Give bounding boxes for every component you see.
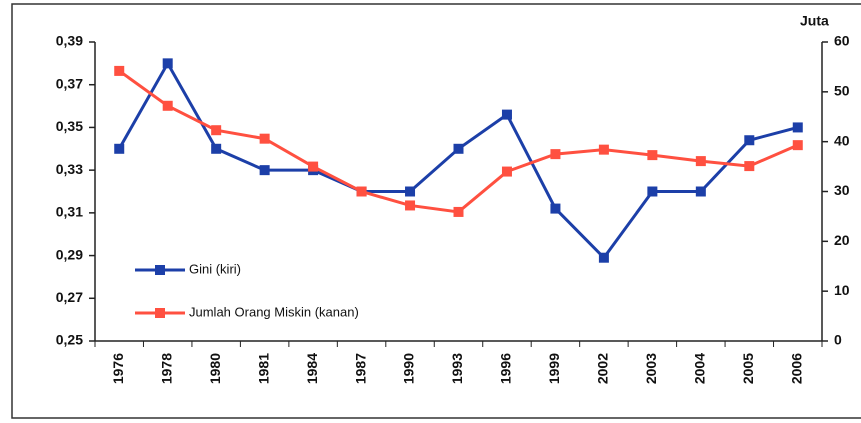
y-tick-label: 0,27 [56,289,83,305]
y2-tick-label: 40 [834,132,850,148]
series-marker [501,166,512,177]
y-tick-label: 0,37 [56,75,83,91]
y2-tick-label: 10 [834,282,850,298]
series-marker [695,186,706,197]
series-marker [308,161,319,172]
series-marker [744,135,755,146]
x-tick-label: 1999 [546,353,562,384]
series-marker [792,122,803,133]
y-tick-label: 0,33 [56,161,83,177]
series-marker [162,100,173,111]
series-marker [695,156,706,167]
y-tick-label: 0,29 [56,246,83,262]
series-marker [259,133,270,144]
series-marker [598,252,609,263]
x-tick-label: 1981 [255,353,271,384]
series-marker [550,149,561,160]
y-tick-label: 0,25 [56,332,83,348]
x-tick-label: 1980 [207,353,223,384]
x-tick-label: 1984 [304,353,320,384]
series-marker [356,186,367,197]
series-marker [792,140,803,151]
chart-frame [11,3,861,419]
legend-marker [155,265,165,275]
series-marker [405,186,416,197]
y2-tick-label: 0 [834,332,842,348]
series-marker [647,150,658,161]
series-marker [453,206,464,217]
series-marker [744,161,755,172]
legend-marker [155,308,165,318]
series-marker [211,143,222,154]
x-tick-label: 1987 [352,353,368,384]
series-marker [453,143,464,154]
x-tick-label: 2002 [595,353,611,384]
legend-label: Gini (kiri) [189,261,241,276]
series-marker [550,203,561,214]
series-marker [211,125,222,136]
legend-label: Jumlah Orang Miskin (kanan) [189,304,359,319]
x-tick-label: 1996 [498,353,514,384]
series-marker [405,200,416,211]
x-tick-label: 1976 [110,353,126,384]
series-marker [501,109,512,120]
series-marker [162,58,173,69]
y2-tick-label: 20 [834,232,850,248]
x-tick-label: 1990 [401,353,417,384]
series-marker [114,143,125,154]
y2-tick-label: 30 [834,182,850,198]
series-marker [647,186,658,197]
x-tick-label: 2003 [643,353,659,384]
series-marker [598,144,609,155]
y-tick-label: 0,35 [56,118,83,134]
series-marker [114,65,125,76]
x-tick-label: 1993 [449,353,465,384]
x-tick-label: 2005 [740,353,756,384]
y2-tick-label: 50 [834,83,850,99]
y-tick-label: 0,39 [56,33,83,49]
y2-axis-label: Juta [800,13,829,29]
y2-tick-label: 60 [834,33,850,49]
x-tick-label: 2006 [788,353,804,384]
y-tick-label: 0,31 [56,204,83,220]
x-tick-label: 2004 [692,353,708,384]
series-marker [259,165,270,176]
x-tick-label: 1978 [158,353,174,384]
